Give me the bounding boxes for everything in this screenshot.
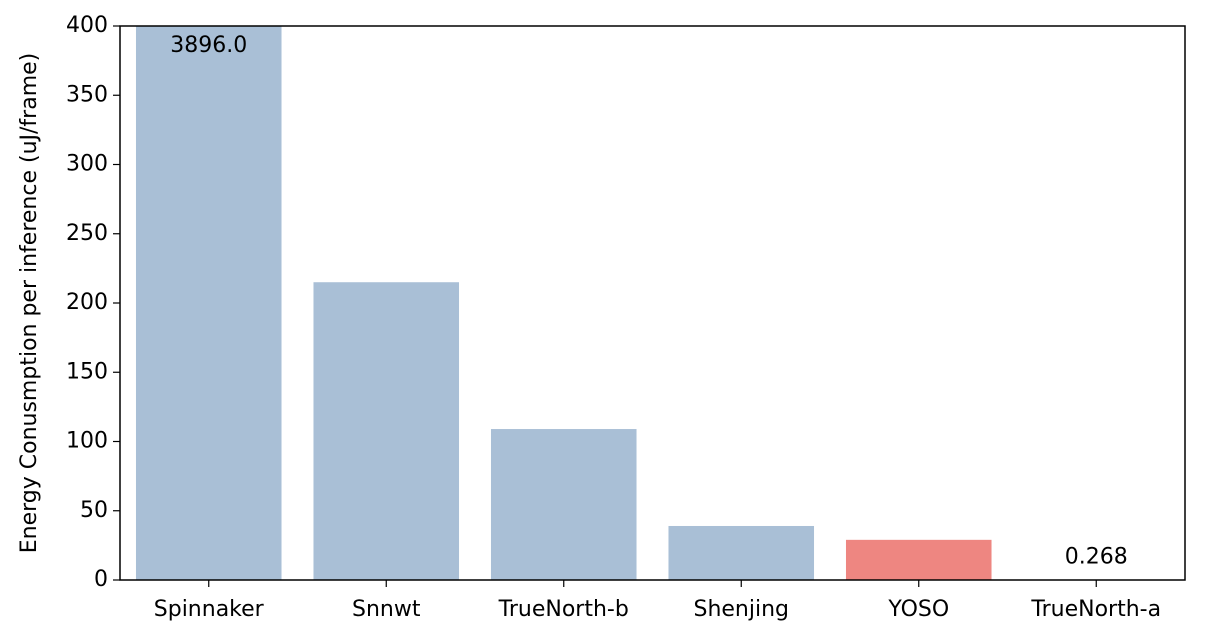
y-tick-label: 400 xyxy=(66,13,108,38)
y-tick-label: 200 xyxy=(66,290,108,315)
bar xyxy=(313,282,459,580)
y-tick-label: 100 xyxy=(66,429,108,454)
x-tick-label: TrueNorth-b xyxy=(498,597,629,622)
x-tick-label: TrueNorth-a xyxy=(1030,597,1161,622)
value-label: 3896.0 xyxy=(170,33,247,58)
bar xyxy=(136,0,282,580)
y-tick-label: 300 xyxy=(66,152,108,177)
y-tick-label: 350 xyxy=(66,82,108,107)
x-tick-label: Spinnaker xyxy=(154,597,265,622)
bar xyxy=(491,429,637,580)
y-tick-label: 250 xyxy=(66,221,108,246)
x-tick-label: Snnwt xyxy=(352,597,421,622)
y-axis-label: Energy Conusmption per inference (uJ/fra… xyxy=(17,53,42,554)
y-tick-label: 0 xyxy=(94,567,108,592)
y-tick-label: 50 xyxy=(80,498,108,523)
value-label: 0.268 xyxy=(1065,545,1128,570)
x-tick-label: YOSO xyxy=(887,597,949,622)
x-tick-label: Shenjing xyxy=(693,597,789,622)
bar xyxy=(668,526,814,580)
bar xyxy=(846,540,992,580)
y-tick-label: 150 xyxy=(66,359,108,384)
